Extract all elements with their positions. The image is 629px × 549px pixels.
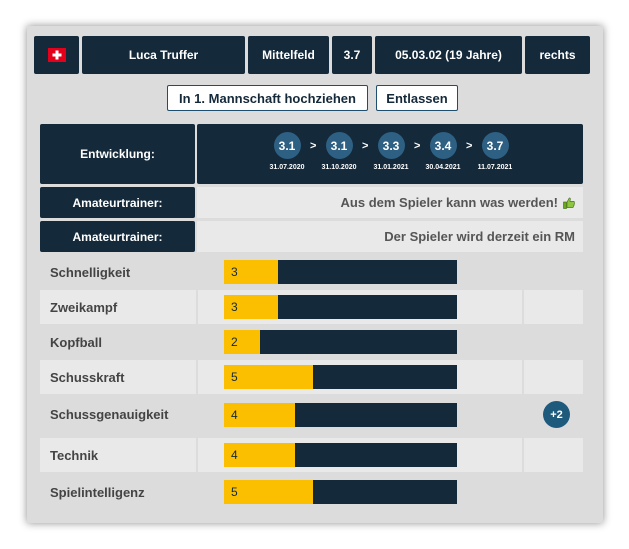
column-divider [196,290,198,324]
attribute-row: Zweikampf 3 [40,290,583,324]
trainer-comment-text: Der Spieler wird derzeit ein RM [384,229,575,244]
development-step: 3.4 30.04.2021 [420,132,466,171]
attribute-bar: 5 [224,480,457,504]
column-divider [196,360,198,394]
development-step: 3.1 31.07.2020 [264,132,310,171]
attribute-bar: 4 [224,443,457,467]
skill-bonus-badge[interactable]: +2 [543,401,570,428]
player-rating: 3.7 [332,36,372,74]
attribute-bar-fill [224,403,296,427]
attribute-row: Schussgenauigkeit 4 [40,395,583,434]
attribute-value: 5 [231,370,238,384]
development-value: 3.3 [377,132,405,159]
column-divider [522,290,524,324]
attribute-name: Schussgenauigkeit [50,407,169,422]
trainer-comment: Der Spieler wird derzeit ein RM [197,221,583,252]
arrow-separator: > [414,140,421,152]
development-value: 3.1 [325,132,353,159]
swiss-flag-icon [47,48,66,62]
attribute-bar: 4 [224,403,457,427]
player-position: Mittelfeld [248,36,329,74]
attribute-name: Schnelligkeit [50,264,131,280]
attribute-value: 3 [231,265,238,279]
attribute-row: Technik 4 [40,438,583,472]
attribute-value: 2 [231,335,238,349]
attribute-value: 4 [231,448,238,462]
attribute-bar-fill [224,443,296,467]
attribute-bar: 5 [224,365,457,389]
promote-button[interactable]: In 1. Mannschaft hochziehen [167,85,368,111]
development-step: 3.7 11.07.2021 [472,132,518,171]
attribute-name: Spielintelligenz [50,484,145,500]
attribute-bar-fill [224,365,313,389]
arrow-separator: > [466,140,473,152]
thumbs-up-icon [563,197,575,209]
development-label: Entwicklung: [40,124,195,184]
attribute-name: Kopfball [50,334,102,350]
development-timeline: 3.1 31.07.2020 > 3.1 31.10.2020 > 3.3 31… [197,124,583,184]
development-date: 31.07.2020 [269,164,305,171]
development-step: 3.3 31.01.2021 [368,132,414,171]
attribute-bar: 3 [224,260,457,284]
development-value: 3.7 [481,132,509,159]
attribute-row: Schusskraft 5 [40,360,583,394]
development-date: 31.10.2020 [321,164,357,171]
player-card: Luca Truffer Mittelfeld 3.7 05.03.02 (19… [27,26,603,523]
player-foot: rechts [525,36,590,74]
column-divider [522,360,524,394]
arrow-separator: > [310,140,317,152]
dismiss-button[interactable]: Entlassen [376,85,458,111]
column-divider [522,438,524,472]
attribute-bar-fill [224,480,313,504]
attribute-row: Spielintelligenz 5 [40,475,583,509]
nationality-flag [34,36,79,74]
development-step: 3.1 31.10.2020 [316,132,362,171]
development-date: 11.07.2021 [477,164,513,171]
development-date: 31.01.2021 [373,164,409,171]
trainer-comment: Aus dem Spieler kann was werden! [197,187,583,218]
arrow-separator: > [362,140,369,152]
trainer-label: Amateurtrainer: [40,221,195,252]
development-value: 3.4 [429,132,457,159]
attribute-bar: 2 [224,330,457,354]
attribute-name: Schusskraft [50,369,125,385]
attribute-bar: 3 [224,295,457,319]
attribute-name: Zweikampf [50,299,118,315]
development-date: 30.04.2021 [425,164,461,171]
player-name: Luca Truffer [82,36,245,74]
attribute-row: Kopfball 2 [40,325,583,359]
attribute-value: 4 [231,408,238,422]
development-value: 3.1 [273,132,301,159]
attribute-value: 5 [231,485,238,499]
column-divider [196,438,198,472]
attribute-bar-fill [224,295,278,319]
attribute-value: 3 [231,300,238,314]
attribute-bar-fill [224,330,261,354]
player-birthdate: 05.03.02 (19 Jahre) [375,36,522,74]
attribute-name: Technik [50,447,99,463]
attribute-bar-fill [224,260,278,284]
attribute-row: Schnelligkeit 3 [40,255,583,289]
trainer-label: Amateurtrainer: [40,187,195,218]
trainer-comment-text: Aus dem Spieler kann was werden! [340,195,558,210]
